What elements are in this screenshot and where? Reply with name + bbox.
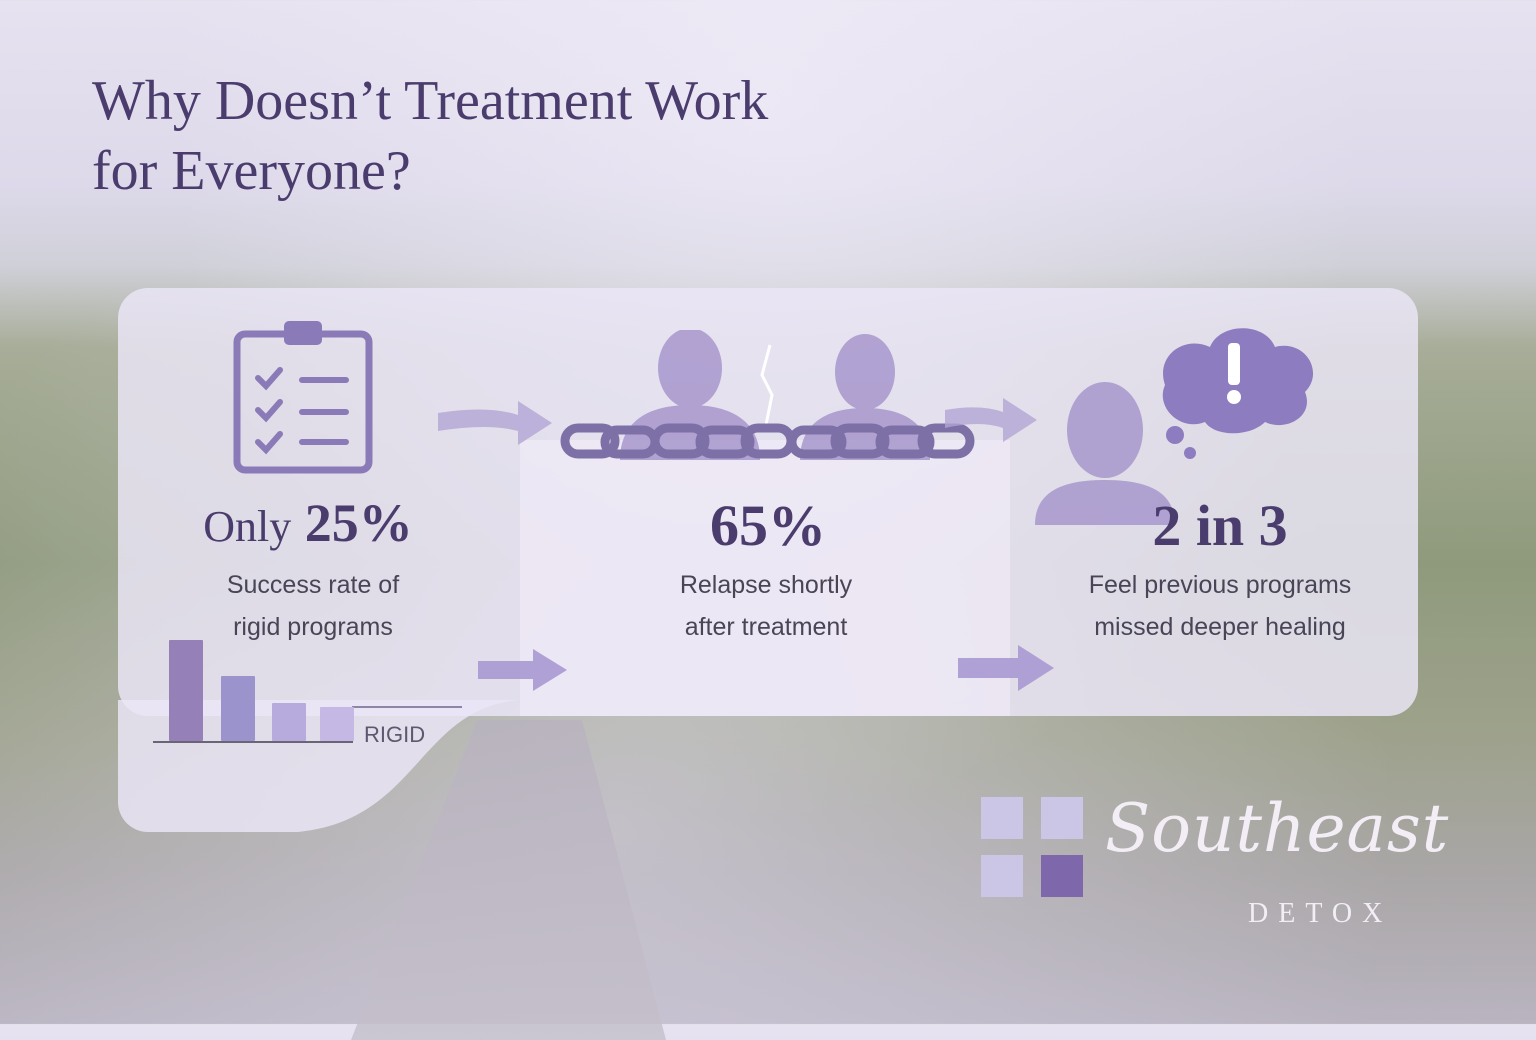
stat-caption: Success rate of rigid programs [133, 564, 493, 648]
mini-chart-bar [320, 706, 354, 741]
middle-highlight [520, 440, 1010, 716]
stat-relapse: 65% [618, 492, 918, 559]
caption-line: Relapse shortly [679, 571, 853, 599]
title-line-2: for Everyone? [92, 140, 411, 202]
title-line-1: Why Doesn’t Treatment Work [92, 70, 769, 132]
stat-success-rate: Only 25% [168, 492, 448, 554]
caption-line: after treatment [684, 613, 848, 641]
arrow-right-icon [945, 398, 1037, 442]
clipboard-checklist-icon [233, 321, 373, 474]
caption-line: Success rate of [226, 571, 400, 599]
mini-chart-bar [221, 676, 255, 741]
stat-value: 25% [304, 493, 413, 553]
person-thought-exclamation-icon [1035, 328, 1314, 525]
caption-line: Feel previous programs [1088, 571, 1352, 599]
arrow-right-icon [958, 645, 1054, 691]
chart-label: RIGID [364, 722, 426, 747]
page-title: Why Doesn’t Treatment Work for Everyone? [92, 66, 768, 206]
stat-value: 2 in 3 [1152, 493, 1288, 558]
mini-chart-bar [169, 640, 203, 741]
chart-baseline [153, 741, 353, 743]
stat-prefix: Only [203, 502, 292, 551]
logo-subtitle: DETOX [1248, 898, 1393, 929]
stat-caption: Feel previous programs missed deeper heal… [1040, 564, 1400, 648]
caption-line: missed deeper healing [1094, 613, 1346, 641]
caption-line: rigid programs [233, 613, 393, 641]
stat-caption: Relapse shortly after treatment [586, 564, 946, 648]
mini-chart-bar [272, 702, 306, 741]
stat-missed-healing: 2 in 3 [1070, 492, 1370, 559]
arrow-right-icon [438, 401, 552, 445]
logo-wordmark: Southeast [1105, 790, 1450, 867]
people-broken-chain-icon [560, 330, 975, 460]
arrow-right-icon [478, 649, 567, 691]
stat-value: 65% [710, 493, 826, 558]
chart-threshold-line [352, 706, 462, 708]
